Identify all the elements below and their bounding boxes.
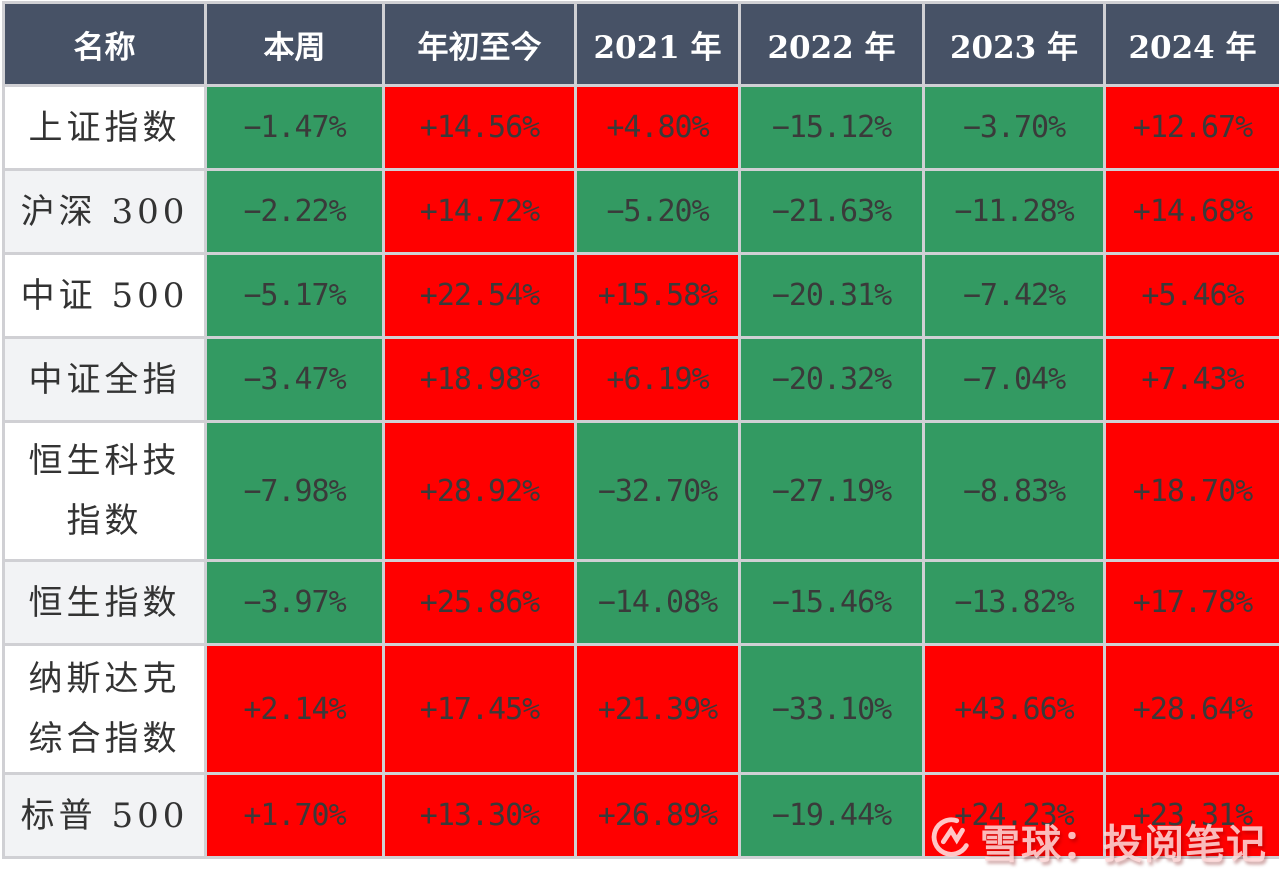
header-name: 名称 [2,1,207,87]
table-row: 沪深 300 −2.22% +14.72% −5.20% −21.63% −11.28% +… [2,168,1279,255]
return-value-cell: −11.28% [922,168,1106,255]
return-value-cell: +43.66% [922,643,1106,775]
index-name-cell: 恒生指数 [2,559,207,646]
return-value-cell: +1.70% [204,772,385,859]
return-value-cell: −7.04% [922,336,1106,423]
table-body: 上证指数 −1.47% +14.56% +4.80% −15.12% −3.70% +12.… [2,84,1279,859]
header-ytd: 年初至今 [382,1,577,87]
return-value-cell: +7.43% [1103,336,1279,423]
return-value-cell: −1.47% [204,84,385,171]
return-value-cell: +17.45% [382,643,577,775]
return-value-cell: +12.67% [1103,84,1279,171]
return-value-cell: +2.14% [204,643,385,775]
return-value-cell: −5.17% [204,252,385,339]
return-value-cell: −2.22% [204,168,385,255]
return-value-cell: −27.19% [738,420,925,562]
return-value-cell: −13.82% [922,559,1106,646]
table-row: 中证 500 −5.17% +22.54% +15.58% −20.31% −7.42% +… [2,252,1279,339]
return-value-cell: −3.70% [922,84,1106,171]
return-value-cell: +26.89% [574,772,741,859]
return-value-cell: −5.20% [574,168,741,255]
table-row: 纳斯达克综合指数 +2.14% +17.45% +21.39% −33.10% +43.6… [2,643,1279,775]
return-value-cell: +18.70% [1103,420,1279,562]
return-value-cell: +5.46% [1103,252,1279,339]
table-row: 中证全指 −3.47% +18.98% +6.19% −20.32% −7.04% +7.4… [2,336,1279,423]
return-value-cell: +14.72% [382,168,577,255]
return-value-cell: +18.98% [382,336,577,423]
return-value-cell: −7.98% [204,420,385,562]
header-2024: 2024 年 [1103,1,1279,87]
return-value-cell: +14.56% [382,84,577,171]
return-value-cell: +4.80% [574,84,741,171]
return-value-cell: −15.46% [738,559,925,646]
header-row: 名称 本周 年初至今 2021 年 2022 年 2023 年 2024 年 [2,1,1279,87]
index-name-cell: 纳斯达克综合指数 [2,643,207,775]
return-value-cell: +17.78% [1103,559,1279,646]
return-value-cell: +24.23% [922,772,1106,859]
return-value-cell: −14.08% [574,559,741,646]
return-value-cell: +25.86% [382,559,577,646]
return-value-cell: −21.63% [738,168,925,255]
table-row: 标普 500 +1.70% +13.30% +26.89% −19.44% +24.23%… [2,772,1279,859]
index-name-cell: 沪深 300 [2,168,207,255]
return-value-cell: +21.39% [574,643,741,775]
return-value-cell: +6.19% [574,336,741,423]
return-value-cell: −8.83% [922,420,1106,562]
header-this-week: 本周 [204,1,385,87]
table-row: 上证指数 −1.47% +14.56% +4.80% −15.12% −3.70% +12.… [2,84,1279,171]
return-value-cell: −33.10% [738,643,925,775]
return-value-cell: −15.12% [738,84,925,171]
return-value-cell: +13.30% [382,772,577,859]
return-value-cell: −32.70% [574,420,741,562]
return-value-cell: +28.64% [1103,643,1279,775]
return-value-cell: −7.42% [922,252,1106,339]
return-value-cell: −3.47% [204,336,385,423]
header-2021: 2021 年 [574,1,741,87]
index-name-cell: 恒生科技指数 [2,420,207,562]
return-value-cell: −20.31% [738,252,925,339]
header-2022: 2022 年 [738,1,925,87]
return-value-cell: +23.31% [1103,772,1279,859]
header-2023: 2023 年 [922,1,1106,87]
return-value-cell: −20.32% [738,336,925,423]
index-performance-table: 名称 本周 年初至今 2021 年 2022 年 2023 年 2024 年 上… [2,1,1279,859]
table-row: 恒生科技指数 −7.98% +28.92% −32.70% −27.19% −8.83% +… [2,420,1279,562]
return-value-cell: −19.44% [738,772,925,859]
index-name-cell: 中证全指 [2,336,207,423]
return-value-cell: +22.54% [382,252,577,339]
return-value-cell: +14.68% [1103,168,1279,255]
return-value-cell: −3.97% [204,559,385,646]
return-value-cell: +15.58% [574,252,741,339]
index-name-cell: 中证 500 [2,252,207,339]
table-row: 恒生指数 −3.97% +25.86% −14.08% −15.46% −13.82% +1… [2,559,1279,646]
index-name-cell: 标普 500 [2,772,207,859]
return-value-cell: +28.92% [382,420,577,562]
index-name-cell: 上证指数 [2,84,207,171]
